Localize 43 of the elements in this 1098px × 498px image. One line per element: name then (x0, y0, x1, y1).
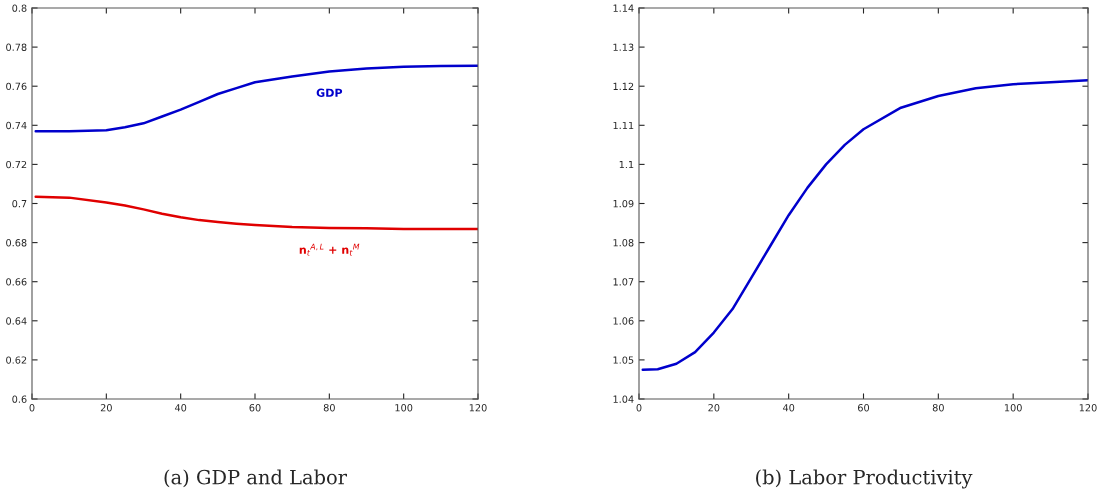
x-tick-label: 40 (174, 404, 187, 412)
x-tick-label: 0 (29, 404, 35, 412)
y-tick-label: 1.14 (613, 4, 634, 12)
text: (a) GDP and Labor (164, 469, 348, 488)
x-tick-label: 80 (932, 404, 944, 412)
x-tick-label: 40 (782, 404, 795, 412)
y-tick-label: 1.06 (613, 317, 634, 325)
y-tick-label: 0.74 (6, 121, 27, 130)
x-tick-label: 60 (249, 404, 261, 412)
y-tick-label: 0.66 (6, 278, 27, 286)
y-tick-label: 1.13 (613, 43, 634, 51)
y-tick-label: 1.1 (619, 161, 634, 169)
y-tick-label: 0.7 (12, 199, 27, 208)
y-tick-label: 0.62 (6, 356, 27, 364)
x-tick-label: 100 (1004, 404, 1022, 412)
line-series (641, 79, 1088, 371)
x-tick-label: 20 (708, 404, 720, 412)
y-tick-label: 1.09 (613, 199, 634, 208)
y-tick-label: 0.6 (12, 395, 27, 403)
y-tick-label: 0.72 (6, 160, 27, 169)
x-tick-label: 100 (395, 404, 413, 412)
x-tick-label: 120 (469, 404, 487, 412)
y-tick-label: 1.05 (613, 356, 634, 364)
y-tick-label: 0.8 (12, 4, 27, 12)
y-tick-label: 1.12 (613, 82, 634, 90)
series-label: GDP (316, 88, 343, 97)
y-tick-label: 1.07 (613, 278, 634, 286)
series-label: n$_{t}$$^{A,L}$ + n$_{t}$$^{M}$ (299, 243, 360, 256)
y-tick-label: 0.78 (6, 43, 27, 51)
x-tick-label: 0 (636, 404, 642, 412)
x-tick-label: 20 (100, 404, 112, 412)
line-series (34, 64, 478, 133)
y-tick-label: 1.11 (613, 121, 634, 129)
y-tick-label: 0.76 (6, 82, 27, 91)
x-tick-label: 60 (857, 404, 870, 412)
y-tick-label: 0.68 (6, 239, 27, 247)
x-tick-label: 120 (1079, 404, 1097, 412)
y-tick-label: 1.04 (613, 395, 634, 403)
y-tick-label: 0.64 (6, 317, 27, 325)
x-tick-label: 80 (323, 404, 335, 412)
y-tick-label: 1.08 (613, 239, 634, 247)
text: (b) Labor Productivity (756, 469, 973, 489)
line-series (34, 195, 478, 231)
